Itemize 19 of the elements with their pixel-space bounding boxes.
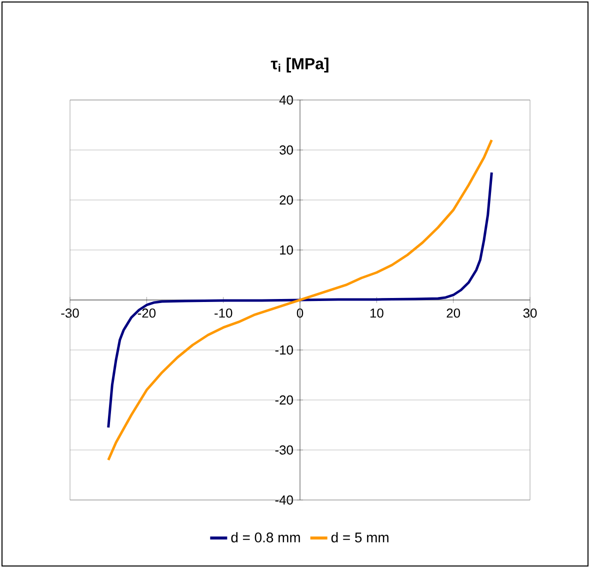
legend-label: d = 5 mm xyxy=(331,532,388,542)
y-tick-label: -10 xyxy=(275,345,293,355)
y-tick-label: 20 xyxy=(280,195,293,205)
y-tick-label: 10 xyxy=(280,245,293,255)
y-tick-label: -30 xyxy=(275,445,293,455)
chart-title: τ$_{i}$ [MPa] xyxy=(270,58,328,72)
y-tick-label: 40 xyxy=(279,95,293,105)
y-tick-label: -40 xyxy=(275,495,293,505)
x-tick-label: 10 xyxy=(370,308,384,318)
legend-label: d = 0.8 mm xyxy=(231,532,300,542)
line-series xyxy=(107,171,493,429)
x-tick-label: -30 xyxy=(61,308,79,318)
y-tick-label: 30 xyxy=(280,145,293,155)
x-tick-label: 30 xyxy=(523,308,537,318)
y-tick-label: -20 xyxy=(275,395,293,405)
x-tick-label: 20 xyxy=(446,308,460,318)
x-tick-label: -10 xyxy=(214,308,232,318)
x-tick-label: -20 xyxy=(138,308,156,318)
x-tick-label: 0 xyxy=(296,308,304,318)
